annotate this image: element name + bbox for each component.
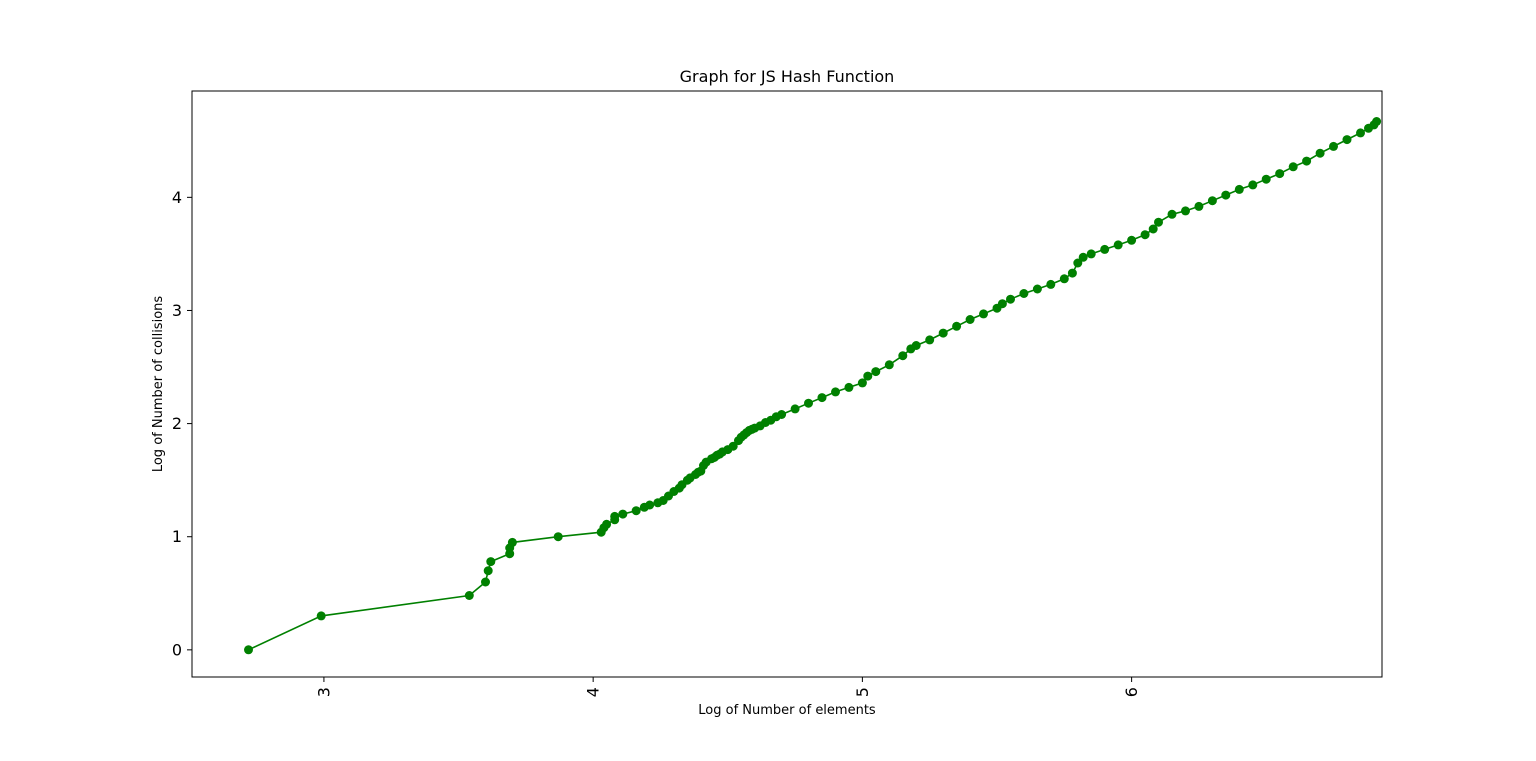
data-point <box>618 509 628 519</box>
data-point <box>1032 284 1042 294</box>
data-point <box>1100 244 1110 254</box>
data-point <box>1019 289 1029 298</box>
data-point <box>645 500 655 510</box>
data-point <box>1329 141 1338 151</box>
x-tick-label: 6 <box>1122 687 1141 697</box>
data-point <box>898 351 908 361</box>
data-point <box>728 441 738 451</box>
data-point <box>1221 190 1231 200</box>
data-point <box>1154 217 1163 227</box>
data-point <box>911 341 921 350</box>
data-point <box>483 566 493 576</box>
data-point <box>979 309 988 319</box>
data-point <box>804 398 813 408</box>
y-axis-label: Log of Number of collisions <box>151 296 166 473</box>
y-tick-label: 1 <box>172 527 182 546</box>
data-point <box>1181 206 1190 216</box>
data-point <box>831 387 840 397</box>
data-point <box>844 382 854 392</box>
data-point <box>1234 184 1244 194</box>
data-point <box>610 511 620 521</box>
data-point <box>871 367 881 377</box>
data-point <box>884 360 894 370</box>
y-tick-label: 3 <box>172 301 182 320</box>
data-point <box>486 557 496 567</box>
data-point <box>1302 156 1312 166</box>
data-point <box>1207 196 1217 206</box>
data-point <box>316 611 326 621</box>
data-point <box>777 410 787 419</box>
data-point <box>1261 174 1271 184</box>
y-axis-ticks: 0 1 2 3 4 <box>172 188 192 659</box>
data-point <box>1140 230 1150 240</box>
data-point <box>1067 268 1077 278</box>
data-point <box>1078 252 1088 262</box>
data-point <box>507 537 517 547</box>
x-axis-label: Log of Number of elements <box>698 703 876 718</box>
data-point <box>965 315 975 324</box>
data-point <box>1167 209 1177 219</box>
data-point <box>1275 169 1285 179</box>
data-point <box>925 335 935 345</box>
data-point <box>244 645 253 655</box>
data-point <box>1059 274 1069 284</box>
data-point <box>1288 162 1298 172</box>
data-point <box>1315 148 1325 158</box>
data-point <box>464 591 474 600</box>
y-tick-label: 2 <box>172 414 182 433</box>
y-tick-label: 0 <box>172 640 182 659</box>
data-point <box>1086 249 1096 259</box>
data-point <box>1342 135 1352 145</box>
y-tick-label: 4 <box>172 188 182 207</box>
x-tick-label: 5 <box>853 687 872 697</box>
data-point <box>863 371 873 381</box>
data-point <box>1356 128 1365 138</box>
data-point <box>938 328 948 338</box>
data-point <box>1127 235 1137 245</box>
x-tick-label: 3 <box>314 687 333 697</box>
data-point <box>817 393 827 403</box>
data-point <box>1372 117 1382 126</box>
x-tick-label: 4 <box>584 687 603 697</box>
x-axis-ticks: 3 4 5 6 <box>314 677 1141 697</box>
data-point <box>553 532 563 542</box>
data-point <box>1148 224 1158 234</box>
data-point <box>1006 294 1015 304</box>
data-point <box>481 577 490 587</box>
data-point <box>790 404 800 414</box>
data-point <box>997 299 1007 309</box>
data-point <box>631 506 641 516</box>
data-point <box>602 519 612 529</box>
data-point <box>1113 240 1123 250</box>
plot-area <box>244 117 1382 655</box>
data-point <box>1046 279 1056 289</box>
plot-frame <box>191 90 1383 678</box>
data-point <box>1248 180 1258 190</box>
chart-title: Graph for JS Hash Function <box>680 67 895 86</box>
data-point <box>1194 201 1204 211</box>
data-point <box>1073 258 1083 268</box>
data-point <box>952 321 962 331</box>
data-point <box>857 378 867 388</box>
